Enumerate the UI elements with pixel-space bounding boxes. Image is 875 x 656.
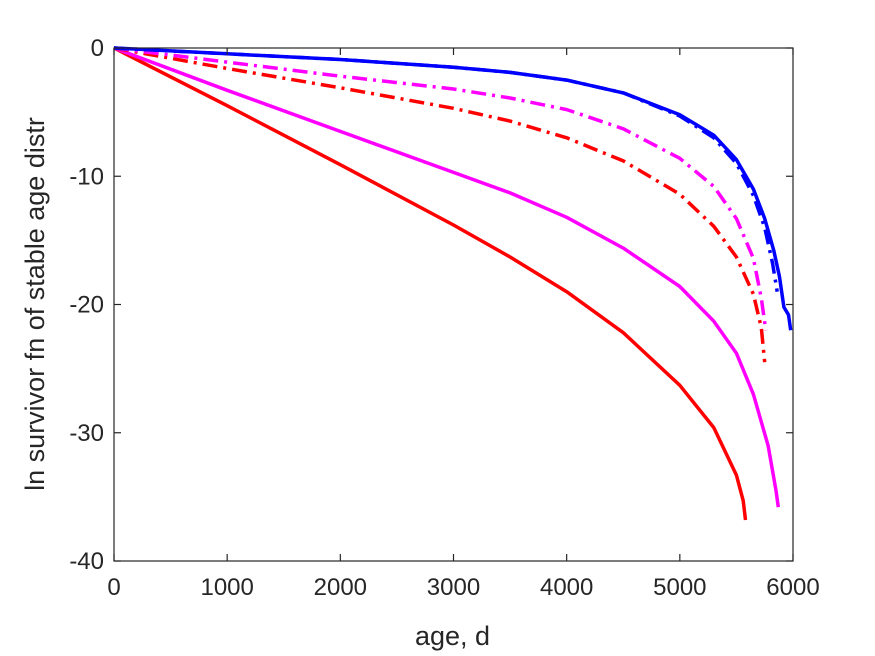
x-axis-title: age, d: [415, 621, 490, 651]
y-tick-label: -10: [69, 163, 104, 190]
series-line-1-solid: [113, 46, 748, 521]
series-line-4-dashdot: [113, 46, 768, 331]
x-tick-label: 1000: [200, 574, 253, 601]
x-tick-label: 6000: [766, 574, 819, 601]
x-tick-label: 4000: [540, 574, 593, 601]
plot-area: [114, 48, 793, 561]
x-tick-label: 0: [107, 574, 120, 601]
y-tick-label: 0: [91, 35, 104, 62]
series-line-3-dashdot: [113, 46, 767, 363]
series-line-2-solid: [113, 46, 781, 508]
series-layer: [113, 46, 793, 521]
axes-layer: 0 1000 2000 3000 4000 5000 6000 0 -10 -20 -30 -40: [69, 35, 819, 601]
y-tick-label: -40: [69, 548, 104, 575]
x-tick-label: 5000: [653, 574, 706, 601]
plot-background: [114, 48, 793, 561]
y-axis-title: ln survivor fn of stable age distr: [20, 117, 50, 491]
series-line-6-solid: [113, 46, 793, 331]
y-tick-label: -30: [69, 420, 104, 447]
x-tick-label: 2000: [314, 574, 367, 601]
x-tick-label: 3000: [427, 574, 480, 601]
y-tick-label: -20: [69, 292, 104, 319]
